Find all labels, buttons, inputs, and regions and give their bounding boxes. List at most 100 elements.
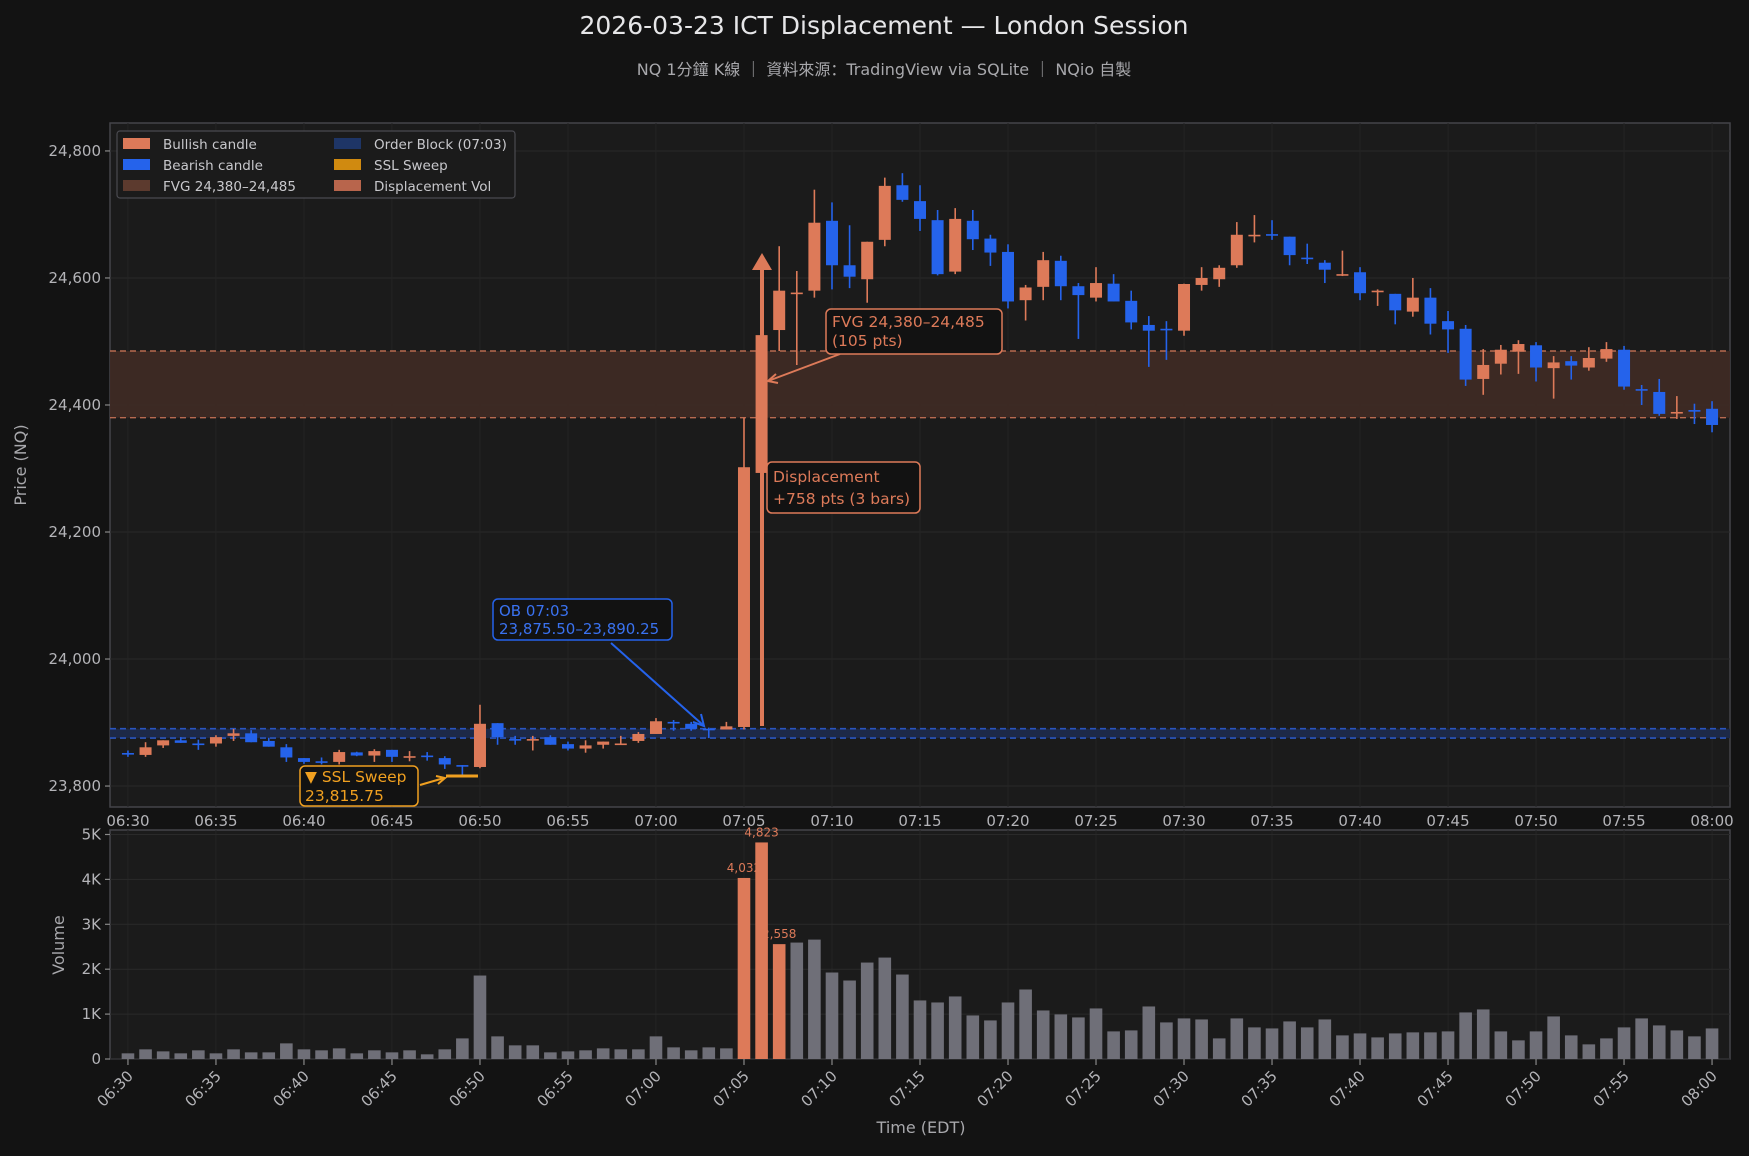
price-x-tick-label: 07:15 bbox=[898, 812, 941, 830]
volume-bar bbox=[1318, 1019, 1332, 1059]
volume-bar bbox=[667, 1047, 680, 1059]
legend-label: SSL Sweep bbox=[374, 158, 448, 174]
price-x-tick-label: 06:40 bbox=[282, 812, 325, 830]
volume-bar bbox=[544, 1052, 557, 1059]
candle-body bbox=[1547, 362, 1560, 369]
candle-body bbox=[614, 743, 627, 746]
fvg-arrowhead-icon bbox=[765, 373, 779, 384]
annotations: FVG 24,380–24,485 (105 pts) Displacement… bbox=[299, 253, 1003, 807]
candle-body bbox=[473, 723, 486, 767]
price-x-tick-label: 07:25 bbox=[1074, 812, 1117, 830]
volume-bar bbox=[860, 962, 874, 1059]
volume-bar bbox=[1371, 1037, 1384, 1059]
price-tick-label: 23,800 bbox=[49, 777, 102, 795]
volume-bar bbox=[1283, 1021, 1296, 1059]
volume-data-label: 4,032 bbox=[727, 861, 761, 875]
volume-bar bbox=[332, 1048, 346, 1059]
price-x-tick-label: 07:35 bbox=[1250, 812, 1293, 830]
volume-bars: 4,032 4,823 2,558 bbox=[121, 825, 1719, 1059]
volume-data-label: 4,823 bbox=[744, 825, 778, 839]
candle-body bbox=[1582, 357, 1595, 368]
displacement-label-box bbox=[766, 461, 921, 514]
volume-bar bbox=[1564, 1035, 1578, 1059]
ssl-label-line2: 23,815.75 bbox=[305, 787, 384, 805]
volume-bar bbox=[1388, 1033, 1402, 1059]
volume-bar bbox=[561, 1051, 575, 1059]
volume-bar bbox=[896, 974, 909, 1059]
candle-body bbox=[297, 758, 310, 762]
candle-body bbox=[544, 737, 557, 745]
legend-label: Displacement Vol bbox=[374, 179, 491, 195]
price-x-tick-label: 07:50 bbox=[1514, 812, 1557, 830]
volume-bar bbox=[1476, 1009, 1490, 1059]
price-x-tick-label: 06:45 bbox=[370, 812, 413, 830]
volume-bar bbox=[315, 1050, 328, 1059]
candle-body bbox=[1248, 234, 1261, 237]
candle-body bbox=[456, 765, 469, 767]
ob-label-line1: OB 07:03 bbox=[499, 602, 569, 620]
price-x-tick-label: 07:55 bbox=[1602, 812, 1645, 830]
candle-body bbox=[1688, 410, 1701, 412]
volume-bar bbox=[368, 1050, 381, 1059]
volume-bar bbox=[1406, 1032, 1420, 1059]
ob-band bbox=[110, 728, 1730, 739]
price-axis-label: Price (NQ) bbox=[11, 424, 30, 505]
candle-body bbox=[209, 737, 222, 744]
volume-bar bbox=[403, 1050, 416, 1059]
volume-bar bbox=[790, 942, 804, 1059]
candle-body bbox=[192, 743, 205, 746]
volume-bar bbox=[596, 1048, 610, 1059]
volume-bar bbox=[174, 1053, 188, 1059]
price-x-tick-label: 07:10 bbox=[810, 812, 853, 830]
candle-body bbox=[1371, 290, 1384, 293]
candle-body bbox=[790, 292, 803, 295]
volume-bar bbox=[1635, 1018, 1648, 1059]
price-tick-label: 24,600 bbox=[49, 269, 102, 287]
ob-label-line2: 23,875.50–23,890.25 bbox=[499, 620, 659, 638]
volume-bar bbox=[209, 1053, 223, 1059]
volume-bar bbox=[1459, 1012, 1472, 1059]
fvg-label-box bbox=[825, 308, 1003, 355]
candle-body bbox=[1318, 262, 1331, 270]
price-x-tick-label: 07:05 bbox=[722, 812, 765, 830]
candle-body bbox=[1002, 251, 1015, 302]
candle-body bbox=[509, 739, 522, 741]
volume-tick-label: 5K bbox=[82, 825, 103, 843]
volume-bar bbox=[1424, 1032, 1437, 1059]
legend-swatch bbox=[334, 180, 361, 191]
legend-swatch bbox=[123, 180, 150, 191]
ssl-label-line1: ▼ SSL Sweep bbox=[305, 768, 407, 786]
candle-body bbox=[315, 761, 328, 763]
legend-swatch bbox=[123, 159, 150, 170]
candles bbox=[121, 173, 1719, 777]
candle-body bbox=[632, 733, 645, 741]
candle-body bbox=[1512, 344, 1525, 352]
candle-body bbox=[667, 721, 680, 724]
candle-body bbox=[808, 222, 821, 291]
volume-bar bbox=[1705, 1028, 1719, 1059]
price-tick-label: 24,400 bbox=[49, 396, 102, 414]
volume-bar bbox=[931, 1002, 944, 1059]
candle-body bbox=[896, 185, 909, 200]
candle-body bbox=[1301, 257, 1314, 260]
price-tick-label: 24,800 bbox=[49, 142, 102, 160]
price-x-tick-label: 06:30 bbox=[106, 812, 149, 830]
volume-bar bbox=[262, 1052, 276, 1059]
candle-body bbox=[949, 218, 962, 272]
price-x-tick-label: 07:20 bbox=[986, 812, 1029, 830]
candle-body bbox=[1090, 283, 1103, 298]
candle-body bbox=[1195, 277, 1208, 285]
candle-body bbox=[966, 220, 979, 240]
candle-body bbox=[245, 733, 258, 743]
volume-bar bbox=[1212, 1038, 1226, 1059]
volume-bar bbox=[1142, 1006, 1156, 1059]
displacement-arrowhead-icon bbox=[752, 253, 772, 270]
candle-body bbox=[368, 751, 381, 756]
legend-swatch bbox=[334, 159, 361, 170]
candle-body bbox=[350, 752, 363, 756]
candle-body bbox=[1142, 324, 1155, 331]
volume-bar bbox=[1001, 1002, 1015, 1059]
volume-bar bbox=[1441, 1031, 1455, 1059]
candle-body bbox=[421, 755, 434, 758]
volume-bar bbox=[1300, 1027, 1314, 1059]
